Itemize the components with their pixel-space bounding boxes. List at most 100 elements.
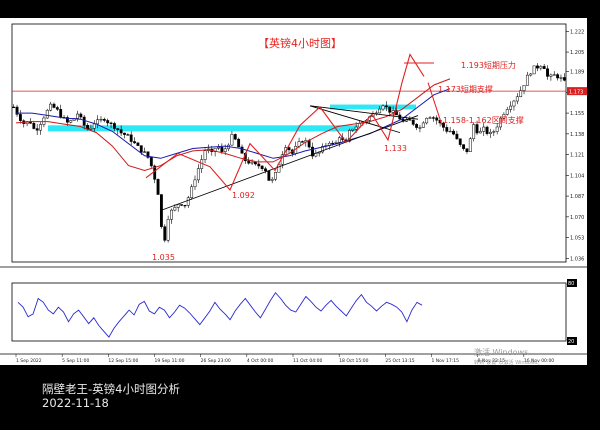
price-chart: 1.2221.2051.1891.1721.1551.1381.1211.104… <box>0 23 587 268</box>
candle-body <box>408 119 412 121</box>
candle-body <box>552 74 556 76</box>
triangle-lower-line <box>309 105 401 134</box>
candle-body <box>532 65 536 75</box>
candle-body <box>519 90 523 97</box>
y-tick-label: 1.036 <box>570 256 584 262</box>
chart-annotation: 1.193短期压力 <box>461 60 516 70</box>
candle-body <box>92 123 96 129</box>
oscillator-y-tick-label: 20 <box>568 339 574 345</box>
y-tick-label: 1.222 <box>570 29 584 35</box>
candle-body <box>334 142 338 144</box>
candle-body <box>536 65 539 69</box>
candle-body <box>465 148 469 152</box>
chart-title: 【英镑4小时图】 <box>258 36 342 50</box>
support-zone-band <box>330 104 416 110</box>
candle-body <box>388 106 392 113</box>
candle-body <box>549 74 553 77</box>
candle-body <box>257 163 261 167</box>
candle-body <box>502 114 506 119</box>
candle-body <box>321 146 325 153</box>
candle-body <box>351 128 355 131</box>
candle-body <box>96 119 100 125</box>
candle-body <box>102 118 106 121</box>
candle-body <box>529 73 533 76</box>
candle-body <box>173 207 177 211</box>
candle-body <box>193 179 197 188</box>
x-tick-label: 4 Oct 00:00 <box>247 358 274 364</box>
candle-body <box>452 130 455 135</box>
ascending-trendline <box>159 115 419 212</box>
oscillator-line <box>17 291 423 338</box>
arrow-line <box>427 82 443 126</box>
chart-canvas <box>0 18 587 365</box>
candle-body <box>237 138 241 148</box>
candle-body <box>223 148 227 152</box>
candle-body <box>240 146 244 154</box>
candle-body <box>381 105 385 110</box>
y-tick-label: 1.138 <box>570 132 584 138</box>
candle-body <box>482 126 486 132</box>
candle-body <box>515 96 519 102</box>
candle-body <box>270 178 274 181</box>
price-plot-frame <box>11 23 567 263</box>
candle-body <box>421 122 425 128</box>
candle-body <box>119 129 123 134</box>
y-tick-label: 1.121 <box>570 153 584 159</box>
candle-body <box>337 137 341 143</box>
x-tick-label: 1 Nov 17:15 <box>432 358 460 364</box>
candle-body <box>468 138 472 152</box>
candle-body <box>253 161 257 165</box>
candle-body <box>180 204 183 206</box>
candle-body <box>307 140 311 148</box>
candle-body <box>546 68 549 77</box>
chart-annotation: 1.133 <box>384 144 407 153</box>
candle-body <box>59 109 63 118</box>
candle-body <box>156 179 160 195</box>
candle-body <box>170 209 173 220</box>
candle-body <box>331 142 335 145</box>
candle-body <box>378 108 382 114</box>
candle-body <box>106 120 110 124</box>
candle-body <box>76 113 79 119</box>
candle-body <box>478 131 482 134</box>
support-zone-band <box>48 125 358 132</box>
level-marker <box>567 87 587 96</box>
candle-body <box>505 109 509 115</box>
candle-body <box>445 127 449 132</box>
x-tick-label: 18 Oct 15:00 <box>339 358 368 364</box>
candle-body <box>146 151 150 158</box>
candle-body <box>311 146 314 157</box>
oscillator-chart: 1 Sep 2022 5 Sep 11:00 12 Sep 15:00 19 Sep … <box>0 279 587 366</box>
candle-body <box>126 134 130 136</box>
x-tick-label: 8 Nov 22:15 <box>478 358 506 364</box>
candle-body <box>475 124 479 134</box>
level-marker-label: 1.173 <box>569 90 583 96</box>
candle-body <box>176 204 180 208</box>
candle-body <box>472 124 476 139</box>
candle-body <box>15 106 19 115</box>
caption-date: 2022-11-18 <box>42 396 109 410</box>
y-tick-label: 1.053 <box>570 236 584 242</box>
watermark-line: 转到"设置"以激活 Windows。 <box>474 359 543 366</box>
y-tick-label: 1.070 <box>570 215 584 221</box>
candle-body <box>492 131 496 133</box>
x-tick-label: 19 Sep 11:00 <box>155 358 185 364</box>
candle-body <box>287 147 291 151</box>
candle-body <box>250 161 254 164</box>
candle-body <box>448 130 452 133</box>
candle-body <box>512 100 516 107</box>
candle-body <box>49 103 53 111</box>
candle-body <box>559 77 563 79</box>
candle-body <box>12 106 16 109</box>
caption-title: 隔壁老王-英镑4小时图分析 <box>42 382 180 396</box>
candle-body <box>196 168 200 181</box>
candle-body <box>190 186 194 198</box>
candle-body <box>136 142 140 146</box>
x-tick-label: 12 Sep 15:00 <box>108 358 138 364</box>
chart-annotation: 1.158-1.162区间支撑 <box>443 115 524 125</box>
candle-body <box>230 134 234 146</box>
candle-body <box>163 226 167 241</box>
candle-body <box>562 77 566 81</box>
candle-body <box>425 117 429 124</box>
candle-body <box>149 157 153 167</box>
